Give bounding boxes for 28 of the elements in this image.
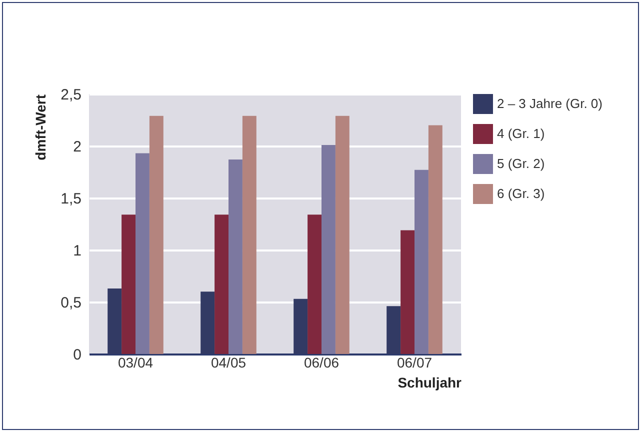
bar	[228, 160, 242, 354]
x-tick-label: 06/06	[304, 354, 340, 370]
x-tick-label: 04/05	[210, 354, 246, 370]
bar	[149, 116, 164, 354]
y-tick-label: 0,5	[60, 294, 82, 312]
bar	[242, 116, 256, 354]
y-tick-label: 2,5	[60, 86, 82, 104]
legend-label: 4 (Gr. 1)	[497, 126, 545, 141]
y-tick-label: 0	[73, 346, 82, 364]
bar	[428, 125, 442, 354]
bar	[214, 214, 228, 354]
bar	[308, 214, 322, 354]
bar	[400, 230, 414, 354]
y-tick-label: 1,5	[60, 190, 82, 208]
bar	[414, 170, 428, 354]
y-tick-label: 2	[73, 138, 82, 156]
bar	[322, 144, 336, 354]
legend-label: 6 (Gr. 3)	[497, 186, 545, 201]
bar	[335, 116, 350, 354]
y-tick-label: 1	[73, 242, 82, 260]
bar	[122, 214, 136, 354]
legend-label: 5 (Gr. 2)	[497, 156, 545, 171]
y-axis-title: dmft-Wert	[32, 94, 49, 160]
legend-label: 2 – 3 Jahre (Gr. 0)	[497, 96, 602, 111]
x-tick-label: 06/07	[396, 354, 432, 370]
x-tick-label: 03/04	[118, 354, 154, 370]
x-axis-title: Schuljahr	[398, 374, 462, 390]
bar	[136, 153, 150, 354]
